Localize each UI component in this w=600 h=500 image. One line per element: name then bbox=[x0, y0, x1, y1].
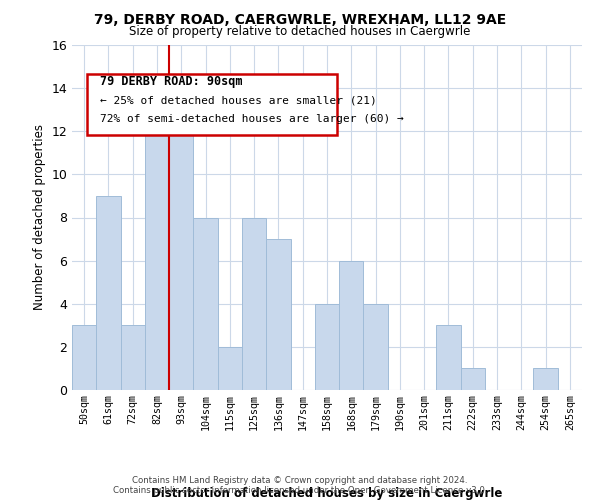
Bar bbox=[193, 218, 218, 390]
Bar bbox=[436, 326, 461, 390]
Bar bbox=[461, 368, 485, 390]
Bar bbox=[533, 368, 558, 390]
Bar bbox=[121, 326, 145, 390]
Text: Distribution of detached houses by size in Caergwrle: Distribution of detached houses by size … bbox=[151, 486, 503, 500]
Bar bbox=[145, 110, 169, 390]
Text: ← 25% of detached houses are smaller (21): ← 25% of detached houses are smaller (21… bbox=[100, 95, 377, 105]
Bar bbox=[218, 347, 242, 390]
Bar bbox=[339, 260, 364, 390]
Bar bbox=[72, 326, 96, 390]
Bar bbox=[242, 218, 266, 390]
Text: 79 DERBY ROAD: 90sqm: 79 DERBY ROAD: 90sqm bbox=[100, 74, 242, 88]
Y-axis label: Number of detached properties: Number of detached properties bbox=[33, 124, 46, 310]
Text: Size of property relative to detached houses in Caergwrle: Size of property relative to detached ho… bbox=[130, 25, 470, 38]
Bar bbox=[364, 304, 388, 390]
Text: 72% of semi-detached houses are larger (60) →: 72% of semi-detached houses are larger (… bbox=[100, 114, 404, 124]
Bar bbox=[266, 239, 290, 390]
Bar bbox=[315, 304, 339, 390]
Text: Contains HM Land Registry data © Crown copyright and database right 2024.
Contai: Contains HM Land Registry data © Crown c… bbox=[113, 476, 487, 495]
Bar bbox=[169, 131, 193, 390]
FancyBboxPatch shape bbox=[88, 74, 337, 134]
Text: 79, DERBY ROAD, CAERGWRLE, WREXHAM, LL12 9AE: 79, DERBY ROAD, CAERGWRLE, WREXHAM, LL12… bbox=[94, 12, 506, 26]
Bar bbox=[96, 196, 121, 390]
